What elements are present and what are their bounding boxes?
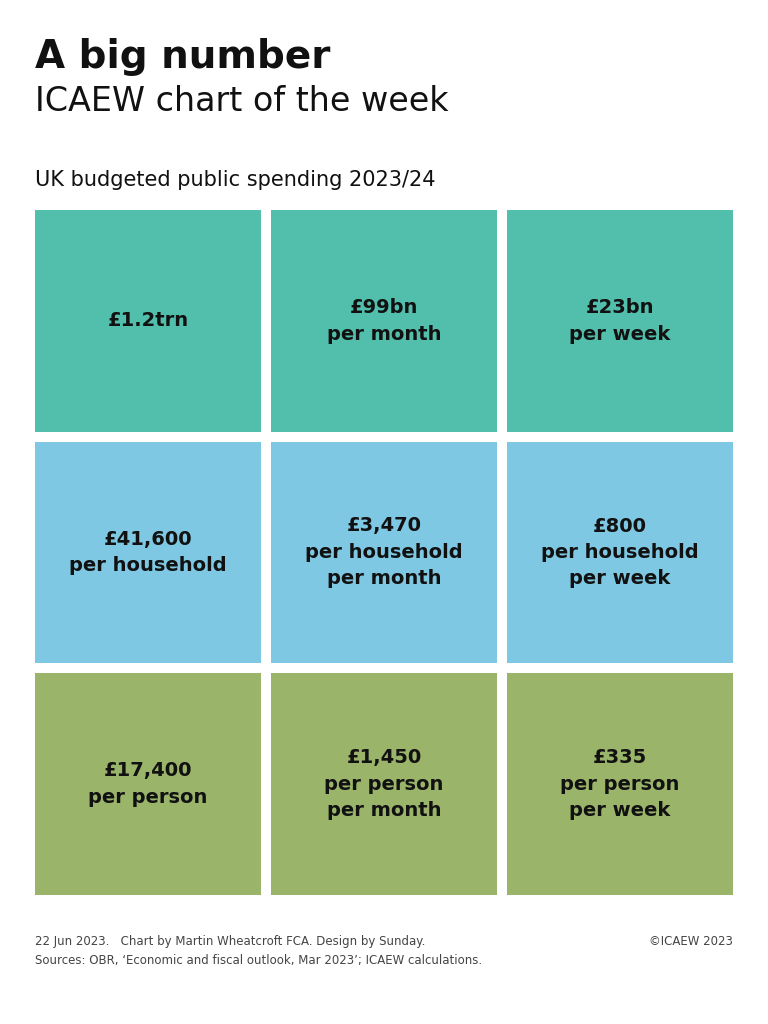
FancyBboxPatch shape — [271, 441, 497, 664]
FancyBboxPatch shape — [35, 441, 261, 664]
Text: £41,600
per household: £41,600 per household — [69, 529, 227, 575]
Text: £1.2trn: £1.2trn — [108, 311, 189, 331]
Text: £1,450
per person
per month: £1,450 per person per month — [324, 749, 444, 820]
Text: A big number: A big number — [35, 38, 330, 76]
FancyBboxPatch shape — [507, 441, 733, 664]
Text: £17,400
per person: £17,400 per person — [88, 762, 207, 807]
Text: £335
per person
per week: £335 per person per week — [561, 749, 680, 820]
Text: ©ICAEW 2023: ©ICAEW 2023 — [649, 935, 733, 948]
FancyBboxPatch shape — [507, 210, 733, 432]
FancyBboxPatch shape — [271, 210, 497, 432]
FancyBboxPatch shape — [507, 674, 733, 895]
FancyBboxPatch shape — [271, 674, 497, 895]
FancyBboxPatch shape — [35, 210, 261, 432]
Text: ICAEW chart of the week: ICAEW chart of the week — [35, 85, 449, 118]
Text: £23bn
per week: £23bn per week — [569, 298, 670, 344]
Text: UK budgeted public spending 2023/24: UK budgeted public spending 2023/24 — [35, 170, 435, 190]
Text: £3,470
per household
per month: £3,470 per household per month — [305, 516, 463, 589]
FancyBboxPatch shape — [35, 674, 261, 895]
Text: 22 Jun 2023.   Chart by Martin Wheatcroft FCA. Design by Sunday.
Sources: OBR, ‘: 22 Jun 2023. Chart by Martin Wheatcroft … — [35, 935, 482, 967]
Text: £800
per household
per week: £800 per household per week — [541, 516, 699, 589]
Text: £99bn
per month: £99bn per month — [326, 298, 442, 344]
